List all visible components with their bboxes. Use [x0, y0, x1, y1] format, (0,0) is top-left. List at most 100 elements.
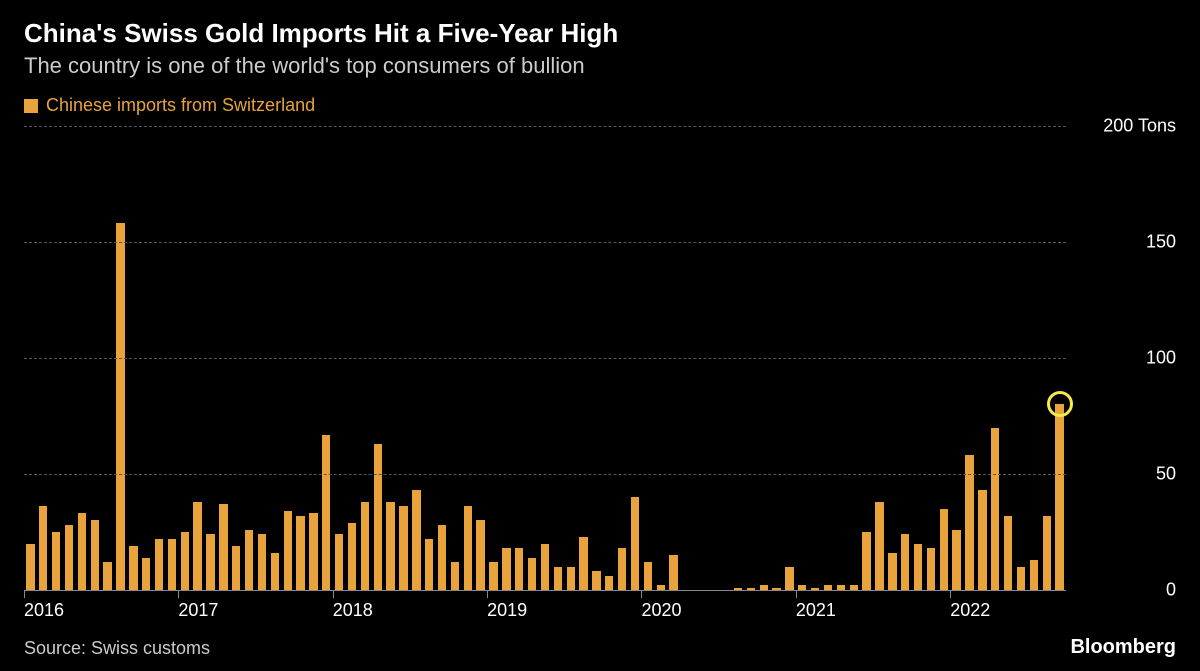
bar [888, 553, 896, 590]
bar [412, 490, 420, 590]
x-tick [641, 590, 642, 598]
plot-area [24, 126, 1066, 590]
x-tick-label: 2021 [796, 600, 836, 621]
bar [335, 534, 343, 590]
bar [451, 562, 459, 590]
bar [361, 502, 369, 590]
chart-container: China's Swiss Gold Imports Hit a Five-Ye… [0, 0, 1200, 671]
bar [168, 539, 176, 590]
x-tick-label: 2022 [950, 600, 990, 621]
x-tick [950, 590, 951, 598]
bar [554, 567, 562, 590]
bar [785, 567, 793, 590]
x-tick [178, 590, 179, 598]
bar [644, 562, 652, 590]
bar [271, 553, 279, 590]
chart-title: China's Swiss Gold Imports Hit a Five-Ye… [24, 18, 1176, 49]
bar [438, 525, 446, 590]
legend-label: Chinese imports from Switzerland [46, 95, 315, 116]
x-tick [24, 590, 25, 598]
bar [952, 530, 960, 590]
bar [605, 576, 613, 590]
bar [65, 525, 73, 590]
bar [1030, 560, 1038, 590]
x-tick-label: 2019 [487, 600, 527, 621]
plot-wrapper: 050100150200 Tons [24, 126, 1176, 590]
gridline [24, 126, 1066, 127]
bar [618, 548, 626, 590]
bar [309, 513, 317, 590]
bar [374, 444, 382, 590]
y-tick-label: 200 Tons [1103, 116, 1176, 137]
x-tick-label: 2020 [641, 600, 681, 621]
brand-label: Bloomberg [1070, 636, 1176, 659]
y-tick-label: 50 [1156, 464, 1176, 485]
bar [155, 539, 163, 590]
y-tick-label: 100 [1146, 348, 1176, 369]
x-tick-label: 2018 [333, 600, 373, 621]
bar [965, 455, 973, 590]
chart-subtitle: The country is one of the world's top co… [24, 53, 1176, 79]
bar [296, 516, 304, 590]
bar [631, 497, 639, 590]
bar [399, 506, 407, 590]
bar [592, 571, 600, 590]
bar [348, 523, 356, 590]
x-tick-label: 2016 [24, 600, 64, 621]
x-tick [333, 590, 334, 598]
bar [515, 548, 523, 590]
bar [181, 532, 189, 590]
bar [1004, 516, 1012, 590]
gridline [24, 358, 1066, 359]
bar [129, 546, 137, 590]
bar [206, 534, 214, 590]
bar [425, 539, 433, 590]
footer: Source: Swiss customs Bloomberg [24, 636, 1176, 659]
x-axis: 2016 2017 2018 2019 2020 2021 2022 [24, 590, 1066, 630]
bar [26, 544, 34, 590]
bar [502, 548, 510, 590]
bar [1017, 567, 1025, 590]
bar [284, 511, 292, 590]
bar [875, 502, 883, 590]
legend: Chinese imports from Switzerland [24, 95, 1176, 116]
bar [386, 502, 394, 590]
x-tick-label: 2017 [178, 600, 218, 621]
bar [1043, 516, 1051, 590]
bar [528, 558, 536, 590]
x-tick [796, 590, 797, 598]
bar [927, 548, 935, 590]
bar [193, 502, 201, 590]
bar [1055, 404, 1063, 590]
bar [258, 534, 266, 590]
bar [991, 428, 999, 590]
bar [39, 506, 47, 590]
bar [322, 435, 330, 590]
bar [669, 555, 677, 590]
bar [116, 223, 124, 590]
gridline [24, 242, 1066, 243]
y-axis: 050100150200 Tons [1066, 126, 1176, 590]
y-tick-label: 0 [1166, 580, 1176, 601]
bar [489, 562, 497, 590]
bar [567, 567, 575, 590]
bar [232, 546, 240, 590]
bar [142, 558, 150, 590]
bar [901, 534, 909, 590]
bar [245, 530, 253, 590]
bar [91, 520, 99, 590]
bar [978, 490, 986, 590]
bar [914, 544, 922, 590]
bar [103, 562, 111, 590]
y-tick-label: 150 [1146, 232, 1176, 253]
bar [78, 513, 86, 590]
bar [541, 544, 549, 590]
gridline [24, 474, 1066, 475]
bar [940, 509, 948, 590]
bar [52, 532, 60, 590]
bar [476, 520, 484, 590]
x-tick [487, 590, 488, 598]
bar [464, 506, 472, 590]
bar [862, 532, 870, 590]
bar [579, 537, 587, 590]
